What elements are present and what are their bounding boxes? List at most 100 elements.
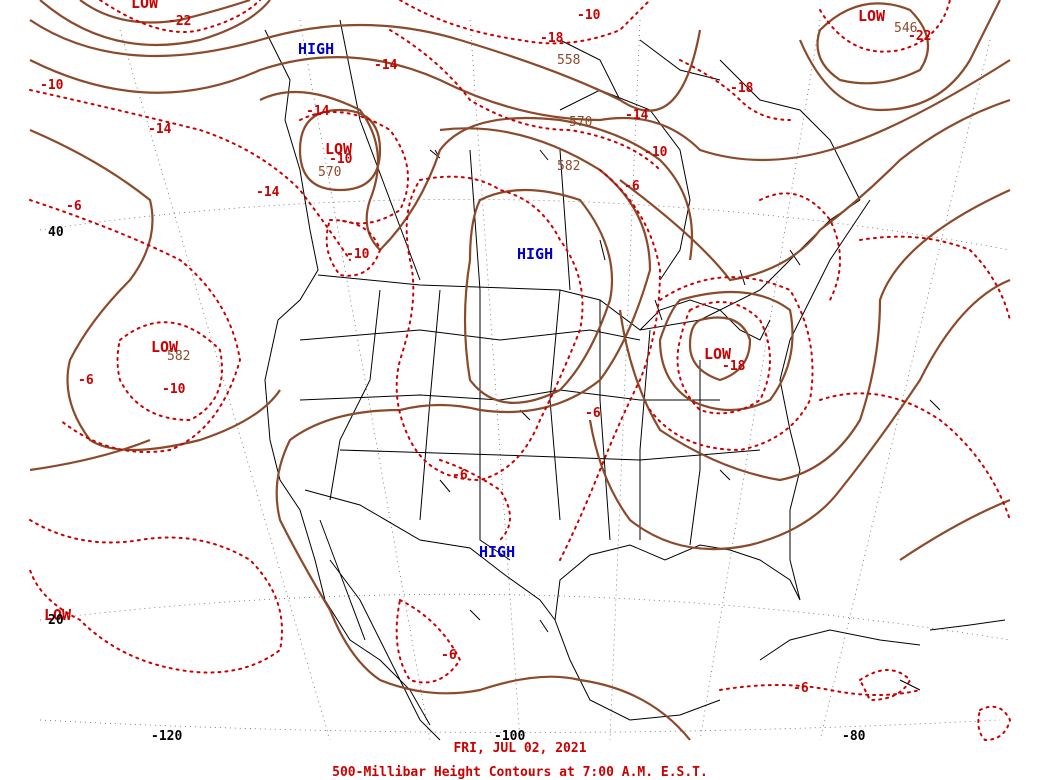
height-contour-gulf-alaska-2 bbox=[39, 0, 271, 46]
state-line-10 bbox=[689, 360, 701, 546]
height-label-546: 546 bbox=[894, 21, 917, 36]
height-labels: 570 582 570 582 558 546 bbox=[167, 21, 917, 364]
low-label-alaska: LOW bbox=[131, 0, 159, 12]
high-label-plains: HIGH bbox=[517, 245, 553, 263]
temp-label: -10 bbox=[644, 145, 668, 160]
mexico-east-coast bbox=[554, 619, 721, 721]
isotherm-19 bbox=[977, 705, 1012, 742]
height-contour-arctic-2 bbox=[29, 56, 1011, 162]
temp-label: -14 bbox=[148, 122, 172, 137]
isotherm-15 bbox=[395, 598, 462, 684]
temp-label: -18 bbox=[730, 81, 754, 96]
low-label-southwest: LOW bbox=[44, 606, 72, 624]
isotherm-3 bbox=[116, 321, 223, 422]
isotherm-23 bbox=[679, 59, 791, 121]
height-contour-east-3 bbox=[588, 278, 1011, 551]
temp-label: -14 bbox=[256, 185, 280, 200]
temp-label: -6 bbox=[585, 406, 601, 421]
temp-label: -18 bbox=[722, 359, 746, 374]
wind-barbs bbox=[429, 149, 941, 633]
height-contour-ring-low-pnw bbox=[298, 108, 382, 192]
height-contour-east-1 bbox=[619, 98, 1011, 282]
isotherm-16 bbox=[439, 459, 511, 541]
high-label-bc: HIGH bbox=[298, 40, 334, 58]
isotherm-2 bbox=[29, 199, 242, 453]
state-line-6 bbox=[479, 290, 511, 561]
height-contour-great-lakes-low bbox=[688, 316, 752, 382]
temp-label: -10 bbox=[40, 78, 64, 93]
isotherm-1 bbox=[29, 89, 351, 261]
temp-label: -6 bbox=[452, 468, 468, 483]
map-title: 500-Millibar Height Contours at 7:00 A.M… bbox=[332, 765, 708, 780]
isotherm-4 bbox=[325, 218, 382, 277]
state-line-3 bbox=[299, 389, 720, 401]
great-lakes bbox=[639, 299, 771, 341]
gulf-coast bbox=[554, 429, 801, 621]
us-mexico-border bbox=[304, 489, 556, 621]
latitude-label-20: 20 bbox=[48, 613, 64, 628]
canada-provincial-2 bbox=[469, 149, 481, 291]
isotherm-7 bbox=[395, 175, 584, 482]
isotherm-11 bbox=[759, 192, 841, 301]
temp-label: -10 bbox=[577, 8, 601, 23]
temp-label: -6 bbox=[624, 179, 640, 194]
low-label-pnw: LOW bbox=[325, 140, 353, 158]
temp-label: -6 bbox=[78, 373, 94, 388]
graticule bbox=[39, 19, 1011, 741]
temp-label: -10 bbox=[162, 382, 186, 397]
state-line-1 bbox=[329, 289, 381, 501]
pressure-centers: HIGH HIGH HIGH LOW LOW LOW LOW LOW LOW bbox=[44, 0, 886, 624]
isotherm-8 bbox=[559, 169, 662, 561]
labrador-coast bbox=[719, 59, 861, 201]
temp-label: -10 bbox=[329, 152, 353, 167]
longitude-label-100: -100 bbox=[494, 729, 525, 744]
height-contour-atlantic-outer bbox=[798, 0, 1001, 112]
isotherm-14 bbox=[29, 519, 283, 674]
low-label-pacific: LOW bbox=[151, 338, 179, 356]
height-contour-caribbean bbox=[899, 498, 1011, 561]
mexico-west-coast bbox=[329, 559, 441, 741]
height-contour-arctic-1 bbox=[29, 19, 702, 112]
isotherm-12 bbox=[859, 235, 1011, 321]
canada-provincial-3 bbox=[559, 149, 571, 291]
state-line-9 bbox=[639, 329, 651, 540]
isotherm-9 bbox=[676, 301, 771, 415]
temp-label: -10 bbox=[346, 247, 370, 262]
latitude-label-40: 40 bbox=[48, 225, 64, 240]
height-contour-582-high bbox=[463, 188, 614, 404]
caribbean-islands bbox=[899, 619, 1006, 691]
state-line-7 bbox=[549, 289, 561, 521]
temp-label: -22 bbox=[908, 29, 931, 44]
temp-label: -22 bbox=[168, 14, 191, 29]
height-label-570-pnw: 570 bbox=[318, 165, 341, 180]
height-contour-570-west bbox=[29, 128, 281, 452]
temp-label: -14 bbox=[625, 108, 649, 123]
axis-labels: -120 -100 -80 40 20 bbox=[48, 225, 866, 744]
height-label-558: 558 bbox=[557, 53, 580, 68]
temp-label: -6 bbox=[441, 648, 457, 663]
west-coast-outline bbox=[264, 29, 431, 726]
temp-label: -14 bbox=[306, 104, 330, 119]
state-line-5 bbox=[419, 289, 441, 521]
height-label-570-hudson: 570 bbox=[569, 115, 592, 130]
height-label-582-pacific: 582 bbox=[167, 349, 190, 364]
temperature-labels: -10 -14 -6 -14 -14 -10 -10 -14 -6 -10 -6… bbox=[40, 8, 931, 696]
isotherm-20 bbox=[99, 0, 261, 33]
height-contour-570-main bbox=[259, 90, 694, 261]
low-label-great-lakes: LOW bbox=[704, 345, 732, 363]
map-date: FRI, JUL 02, 2021 bbox=[453, 741, 587, 756]
height-contour-582-outer bbox=[275, 127, 691, 741]
cuba-outline bbox=[759, 629, 921, 661]
isotherm-13 bbox=[819, 392, 1011, 521]
temp-label: -18 bbox=[540, 31, 564, 46]
height-contour-atlantic-low bbox=[816, 2, 930, 85]
temp-label: -6 bbox=[66, 199, 82, 214]
longitude-label-120: -120 bbox=[151, 729, 182, 744]
isotherm-21 bbox=[399, 0, 651, 45]
isotherm-17 bbox=[719, 684, 921, 696]
longitude-label-80: -80 bbox=[842, 729, 866, 744]
temp-label: -14 bbox=[374, 58, 398, 73]
state-line-2 bbox=[299, 329, 641, 341]
high-label-texas: HIGH bbox=[479, 543, 515, 561]
